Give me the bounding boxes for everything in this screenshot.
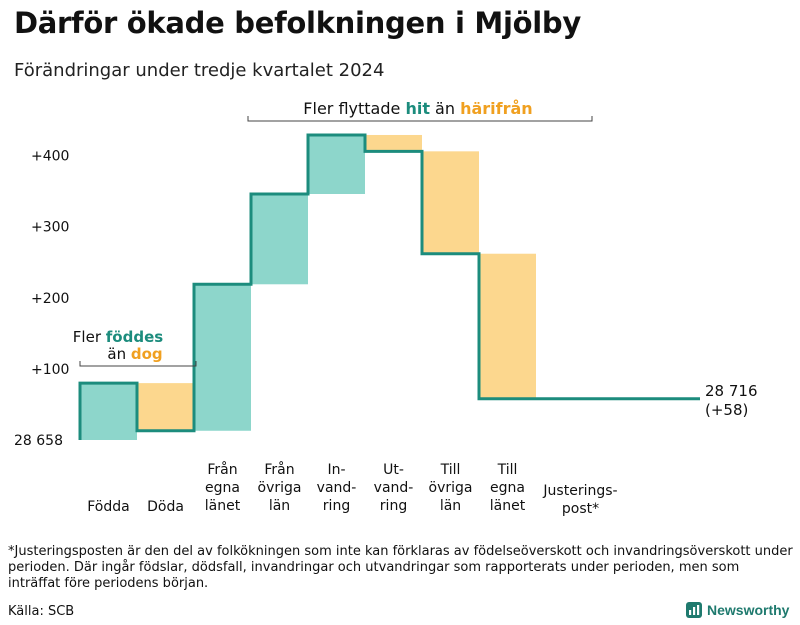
y-tick-label: +300 <box>31 220 69 236</box>
newsworthy-logo: Newsworthy <box>686 602 789 618</box>
annotation-births-line1: Fler föddes <box>73 328 163 346</box>
y-tick-label: +400 <box>31 149 69 165</box>
bar <box>251 193 308 285</box>
category-label: Ut- <box>383 462 404 478</box>
moves-bracket <box>247 116 593 122</box>
category-label: länet <box>205 498 241 514</box>
annotation-highlight: härifrån <box>460 99 533 118</box>
bar <box>80 383 137 440</box>
bar-chart-icon <box>686 602 702 618</box>
bar <box>194 284 251 431</box>
footnote: *Justeringsposten är den del av folkökni… <box>8 544 793 591</box>
y-tick-label: +100 <box>31 362 69 378</box>
annotation-moves: Fler flyttade hit än härifrån <box>303 99 532 118</box>
category-label: vand- <box>374 480 414 496</box>
annotation-text: än <box>430 99 460 118</box>
category-label: övriga <box>429 480 473 496</box>
annotation-highlight: föddes <box>106 328 163 346</box>
category-label: egna <box>490 480 525 496</box>
category-label: ring <box>323 498 350 514</box>
category-label: Justerings- <box>542 483 617 499</box>
source: Källa: SCB <box>8 604 75 619</box>
category-label: län <box>269 498 290 514</box>
bar <box>137 383 194 431</box>
chart-title: Därför ökade befolkningen i Mjölby <box>14 6 581 40</box>
category-label: Till <box>497 462 518 478</box>
category-label: Från <box>264 461 294 478</box>
annotation-highlight: dog <box>131 345 163 363</box>
bar <box>308 134 365 194</box>
end-value-label: 28 716 <box>705 382 758 400</box>
category-label: Döda <box>147 499 184 515</box>
category-label: Från <box>207 461 237 478</box>
y-tick-label: +200 <box>31 291 69 307</box>
annotation-highlight: hit <box>405 99 430 118</box>
annotation-births-line2: än dog <box>107 345 162 363</box>
category-label: egna <box>205 480 240 496</box>
end-change-label: (+58) <box>705 401 748 419</box>
category-label: ring <box>380 498 407 514</box>
annotation-text: Fler <box>73 328 106 346</box>
bar <box>422 151 479 254</box>
waterfall-chart: 28 658 +100 +200 +300 +400 Födda Döda Från egna l… <box>14 99 758 517</box>
bar <box>365 134 422 152</box>
y-tick-base: 28 658 <box>14 433 63 449</box>
category-label: länet <box>490 498 526 514</box>
cumulative-line <box>78 133 700 440</box>
category-label: Födda <box>87 499 129 515</box>
births-bracket <box>79 361 197 367</box>
annotation-text: än <box>107 345 130 363</box>
category-label: vand- <box>317 480 357 496</box>
bar <box>479 253 536 399</box>
category-label: län <box>440 498 461 514</box>
logo-text: Newsworthy <box>707 602 790 618</box>
category-label: In- <box>327 462 345 478</box>
category-label: övriga <box>258 480 302 496</box>
category-label: post* <box>562 501 599 517</box>
annotation-text: Fler flyttade <box>303 99 405 118</box>
chart-subtitle: Förändringar under tredje kvartalet 2024 <box>14 60 385 81</box>
category-label: Till <box>440 462 461 478</box>
